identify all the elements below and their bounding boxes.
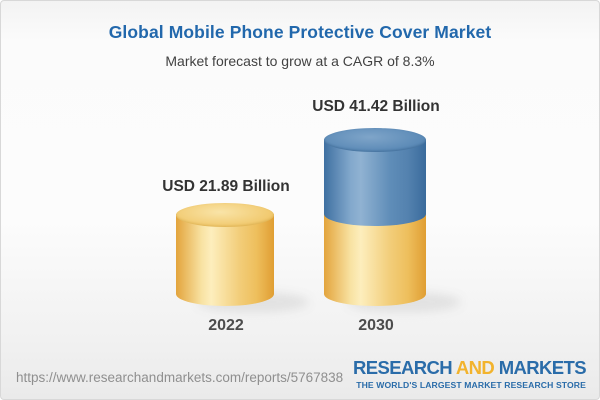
research-and-markets-logo: RESEARCH AND MARKETS THE WORLD'S LARGEST… [353,357,587,390]
page-subtitle: Market forecast to grow at a CAGR of 8.3… [165,53,435,69]
bar-2030-base-segment [324,214,426,306]
bar-2022-category-label: 2022 [208,317,244,334]
bar-2022-value-label: USD 21.89 Billion [162,178,290,195]
report-url: https://www.researchandmarkets.com/repor… [16,370,344,385]
logo-word-and: AND [455,357,495,378]
logo-word-markets: MARKETS [498,357,587,378]
bar-2022-cylinder-body [176,214,274,306]
logo-tagline: THE WORLD'S LARGEST MARKET RESEARCH STOR… [356,379,586,390]
bar-2030-growth-segment [324,140,426,226]
logo-wordmark: RESEARCH AND MARKETS [353,357,587,378]
bar-2030-category-label: 2030 [358,317,394,334]
bar-2030-cylinder-top [324,128,426,152]
bar-2030-value-label: USD 41.42 Billion [312,98,440,115]
bar-2022-cylinder-top [176,203,274,227]
logo-word-research: RESEARCH [353,357,453,378]
page-title: Global Mobile Phone Protective Cover Mar… [108,22,492,42]
